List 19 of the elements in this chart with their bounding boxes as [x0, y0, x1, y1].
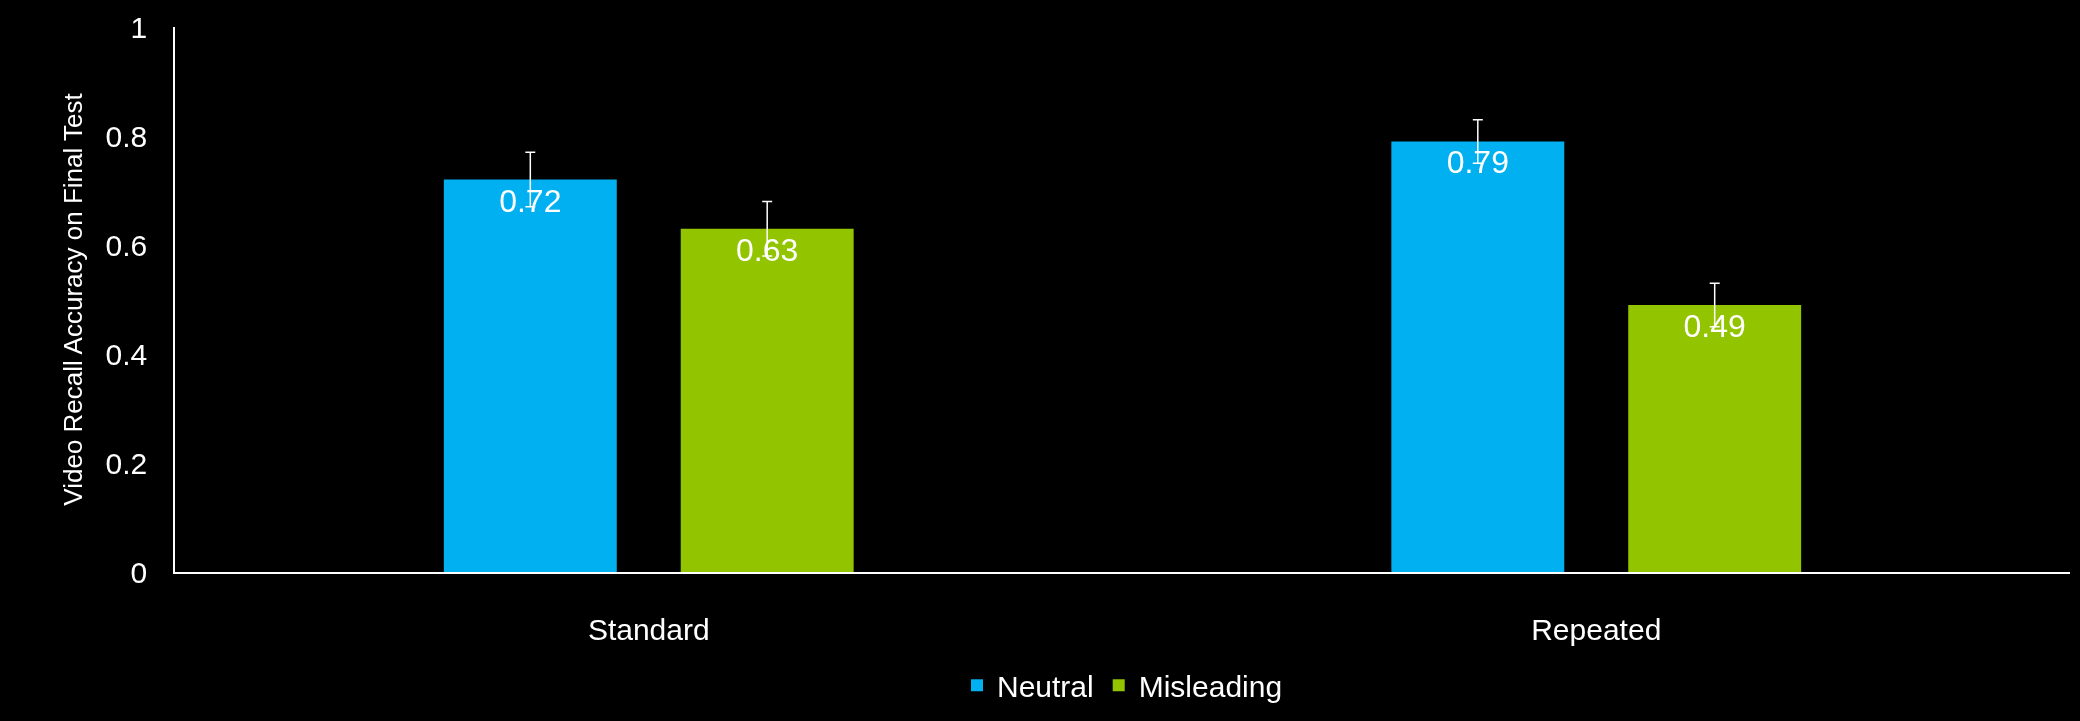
x-tick-label: Standard	[587, 612, 710, 646]
y-tick-label: 0	[130, 555, 148, 589]
data-label: 0.79	[1446, 144, 1509, 181]
y-tick-label: 0.2	[105, 446, 148, 480]
bar	[1391, 141, 1565, 572]
y-tick-label: 0.6	[105, 228, 148, 262]
data-label: 0.49	[1683, 307, 1746, 344]
legend-label: Neutral	[997, 669, 1094, 703]
legend-label: Misleading	[1138, 669, 1283, 703]
data-label: 0.72	[499, 182, 562, 219]
x-tick-label: Repeated	[1531, 612, 1662, 646]
bar	[443, 179, 617, 572]
y-tick-label: 1	[130, 10, 148, 44]
y-tick-label: 0.4	[105, 337, 148, 371]
bar	[1628, 304, 1802, 572]
y-tick-label: 0.8	[105, 119, 148, 153]
y-axis-title: Video Recall Accuracy on Final Test	[58, 92, 89, 506]
bar	[680, 228, 854, 572]
data-label: 0.63	[736, 231, 799, 268]
